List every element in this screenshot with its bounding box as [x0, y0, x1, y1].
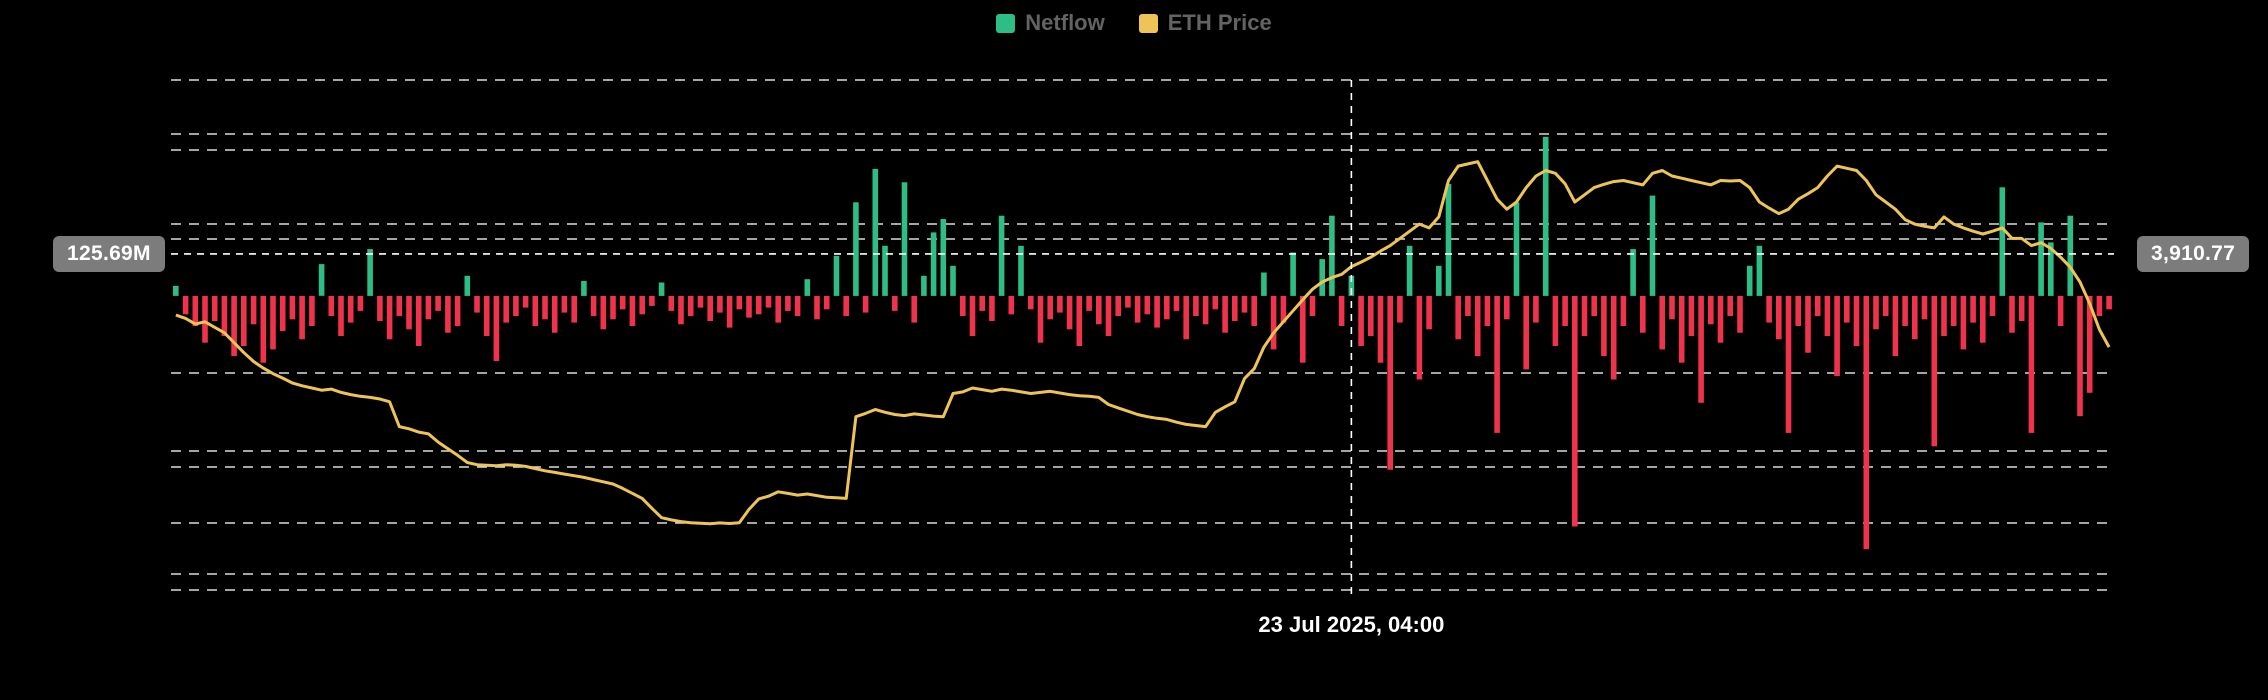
netflow-swatch-icon: [996, 13, 1016, 33]
price-crosshair-value: 3,910.77: [2137, 235, 2250, 272]
legend-item-eth-price[interactable]: ETH Price: [1138, 10, 1272, 36]
legend-label-eth-price: ETH Price: [1167, 10, 1272, 35]
legend-label-netflow: Netflow: [1025, 10, 1105, 35]
netflow-crosshair-value: 125.69M: [53, 235, 165, 272]
chart-legend: Netflow ETH Price: [0, 10, 2268, 36]
legend-item-netflow[interactable]: Netflow: [996, 10, 1105, 36]
eth-price-swatch-icon: [1138, 13, 1158, 33]
crosshair-date-label: 23 Jul 2025, 04:00: [1258, 612, 1445, 637]
